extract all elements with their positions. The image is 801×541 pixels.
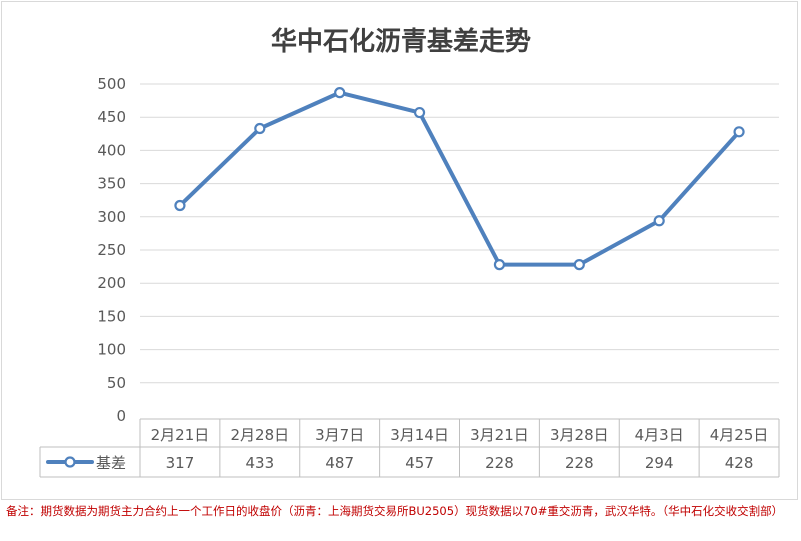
table-value: 228	[565, 454, 594, 472]
table-value: 428	[725, 454, 754, 472]
category-label: 2月28日	[230, 426, 289, 444]
legend-marker	[64, 456, 76, 468]
table-value: 228	[485, 454, 514, 472]
y-tick-label: 450	[97, 108, 126, 126]
y-tick-label: 50	[107, 374, 126, 392]
data-point	[413, 106, 426, 119]
data-point	[493, 259, 506, 271]
category-label: 3月7日	[315, 426, 364, 444]
category-label: 3月14日	[390, 426, 449, 444]
y-tick-label: 150	[97, 307, 126, 325]
category-label: 4月25日	[710, 426, 769, 444]
chart-svg: 华中石化沥青基差走势 0 50 100 150 200 250 300 350 400 450 500…	[39, 26, 780, 478]
chart-frame: 华中石化沥青基差走势 0 50 100 150 200 250 300 350 400 450 500…	[1, 1, 798, 500]
y-tick-label: 500	[97, 75, 126, 93]
data-point	[174, 199, 186, 212]
category-label: 3月21日	[470, 426, 529, 444]
y-tick-label: 100	[97, 341, 126, 359]
category-label: 2月21日	[151, 426, 210, 444]
category-label: 4月3日	[635, 426, 684, 444]
table-value: 433	[245, 454, 274, 472]
data-point	[334, 87, 346, 99]
data-point	[254, 122, 266, 135]
chart-title: 华中石化沥青基差走势	[271, 26, 531, 57]
data-point	[573, 259, 585, 271]
y-tick-label: 200	[97, 274, 126, 292]
legend-label: 基差	[96, 454, 126, 472]
series-line	[177, 90, 742, 267]
table-value: 294	[645, 454, 674, 472]
y-tick-label: 350	[97, 175, 126, 193]
table-value: 317	[166, 454, 195, 472]
y-tick-label: 250	[97, 241, 126, 259]
footnote: 备注：期货数据为期货主力合约上一个工作日的收盘价（沥青：上海期货交易所BU250…	[6, 504, 784, 518]
data-point	[653, 215, 665, 227]
table-value: 457	[405, 454, 434, 472]
table-value: 487	[325, 454, 354, 472]
data-point	[733, 126, 745, 138]
y-tick-label: 0	[116, 407, 126, 425]
y-tick-label: 400	[97, 141, 126, 159]
y-tick-label: 300	[97, 208, 126, 226]
category-label: 3月28日	[550, 426, 609, 444]
